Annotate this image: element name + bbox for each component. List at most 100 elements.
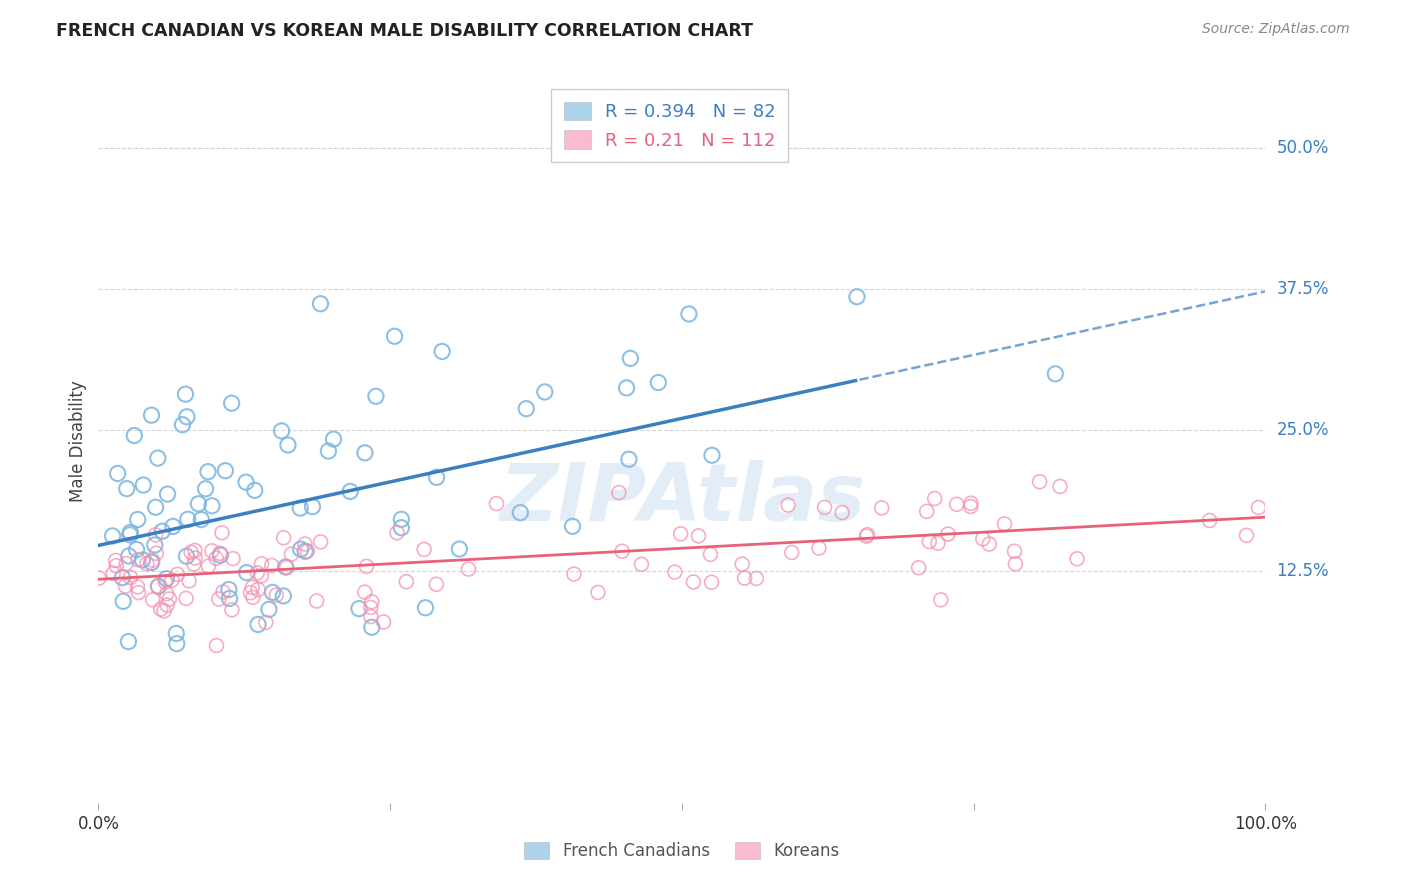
Point	[364, 389, 387, 403]
Point	[734, 571, 756, 585]
Point	[678, 307, 700, 321]
Point	[107, 467, 129, 481]
Point	[918, 534, 941, 549]
Point	[562, 567, 585, 582]
Point	[515, 401, 537, 416]
Point	[142, 592, 165, 607]
Point	[373, 615, 395, 629]
Point	[270, 424, 292, 438]
Legend: French Canadians, Koreans: French Canadians, Koreans	[517, 835, 846, 867]
Point	[449, 541, 471, 556]
Point	[112, 594, 135, 608]
Point	[201, 499, 224, 513]
Point	[160, 573, 183, 587]
Y-axis label: Male Disability: Male Disability	[69, 381, 87, 502]
Point	[290, 542, 312, 557]
Point	[360, 600, 382, 615]
Point	[682, 574, 704, 589]
Point	[120, 525, 142, 540]
Point	[700, 448, 723, 462]
Point	[607, 485, 630, 500]
Point	[197, 465, 219, 479]
Point	[194, 482, 217, 496]
Point	[118, 528, 141, 542]
Point	[247, 617, 270, 632]
Point	[145, 500, 167, 515]
Point	[205, 551, 228, 566]
Point	[264, 588, 287, 602]
Point	[936, 527, 959, 541]
Point	[700, 575, 723, 590]
Point	[294, 537, 316, 551]
Point	[616, 381, 638, 395]
Point	[389, 512, 412, 526]
Point	[360, 595, 382, 609]
Point	[183, 557, 205, 571]
Point	[254, 615, 277, 630]
Point	[1066, 551, 1088, 566]
Point	[145, 546, 167, 560]
Point	[927, 536, 949, 550]
Point	[993, 516, 1015, 531]
Point	[260, 558, 283, 573]
Point	[172, 417, 194, 432]
Point	[155, 572, 177, 586]
Point	[218, 591, 240, 606]
Point	[395, 574, 418, 589]
Point	[846, 290, 869, 304]
Point	[205, 639, 228, 653]
Point	[214, 464, 236, 478]
Text: FRENCH CANADIAN VS KOREAN MALE DISABILITY CORRELATION CHART: FRENCH CANADIAN VS KOREAN MALE DISABILIT…	[56, 22, 754, 40]
Point	[184, 551, 207, 566]
Point	[184, 543, 207, 558]
Point	[699, 547, 721, 561]
Point	[201, 544, 224, 558]
Point	[929, 592, 952, 607]
Point	[190, 512, 212, 526]
Point	[165, 626, 187, 640]
Point	[120, 570, 142, 584]
Point	[415, 600, 437, 615]
Point	[131, 553, 153, 567]
Point	[807, 541, 830, 555]
Point	[212, 585, 235, 599]
Point	[924, 491, 946, 506]
Point	[176, 409, 198, 424]
Point	[146, 451, 169, 466]
Point	[856, 527, 879, 541]
Point	[179, 574, 201, 588]
Point	[1198, 513, 1220, 527]
Point	[586, 585, 609, 599]
Point	[1247, 500, 1270, 515]
Point	[218, 582, 240, 597]
Point	[780, 545, 803, 559]
Point	[274, 560, 297, 574]
Point	[114, 579, 136, 593]
Point	[610, 544, 633, 558]
Point	[778, 498, 800, 512]
Point	[273, 531, 295, 545]
Point	[146, 579, 169, 593]
Point	[143, 538, 166, 552]
Point	[118, 549, 141, 563]
Point	[870, 500, 893, 515]
Point	[174, 387, 197, 401]
Point	[430, 344, 453, 359]
Point	[150, 524, 173, 539]
Point	[855, 529, 877, 543]
Point	[235, 475, 257, 490]
Point	[561, 519, 583, 533]
Point	[301, 500, 323, 514]
Point	[247, 582, 270, 597]
Point	[360, 620, 382, 634]
Point	[115, 557, 138, 571]
Point	[276, 560, 298, 574]
Point	[242, 591, 264, 605]
Point	[235, 566, 257, 580]
Point	[239, 585, 262, 599]
Point	[127, 512, 149, 526]
Point	[1045, 367, 1067, 381]
Point	[297, 544, 319, 558]
Point	[273, 589, 295, 603]
Point	[246, 566, 269, 580]
